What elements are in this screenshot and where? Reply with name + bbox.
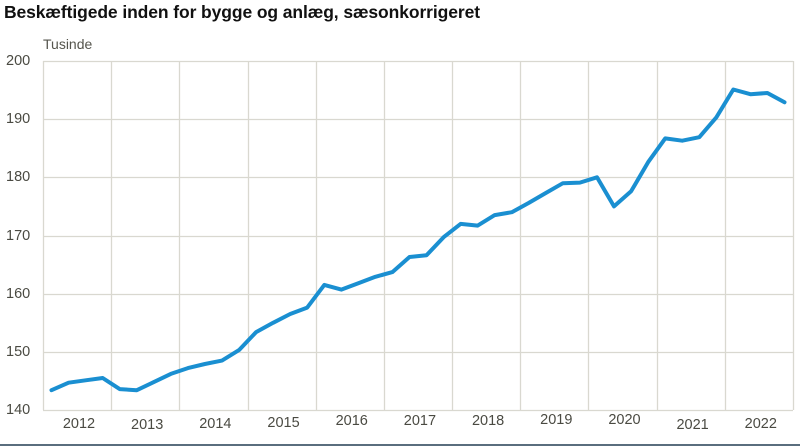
x-tick-label: 2012 bbox=[62, 416, 96, 432]
x-tick-label: 2019 bbox=[540, 412, 573, 428]
data-line-series bbox=[49, 87, 787, 393]
y-tick-label: 160 bbox=[6, 285, 31, 302]
y-tick-label: 170 bbox=[6, 227, 31, 244]
y-tick-label: 180 bbox=[6, 168, 31, 185]
y-axis-unit-label: Tusinde bbox=[43, 36, 93, 52]
x-tick-label: 2018 bbox=[471, 413, 505, 429]
chart-title: Beskæftigede inden for bygge og anlæg, s… bbox=[4, 2, 480, 22]
x-tick-label: 2020 bbox=[608, 412, 641, 428]
gridlines bbox=[42, 60, 795, 412]
y-tick-label: 140 bbox=[6, 401, 31, 418]
bottom-border bbox=[0, 444, 800, 446]
x-tick-label: 2016 bbox=[335, 413, 368, 429]
y-tick-label: 150 bbox=[6, 343, 31, 360]
x-tick-label: 2021 bbox=[676, 417, 709, 433]
x-tick-label: 2017 bbox=[403, 413, 437, 429]
x-tick-label: 2014 bbox=[199, 416, 232, 432]
y-tick-label: 200 bbox=[6, 52, 31, 69]
y-tick-label: 190 bbox=[6, 110, 31, 127]
x-tick-label: 2022 bbox=[744, 416, 777, 432]
x-tick-label: 2013 bbox=[131, 417, 164, 433]
x-tick-label: 2015 bbox=[267, 415, 300, 431]
